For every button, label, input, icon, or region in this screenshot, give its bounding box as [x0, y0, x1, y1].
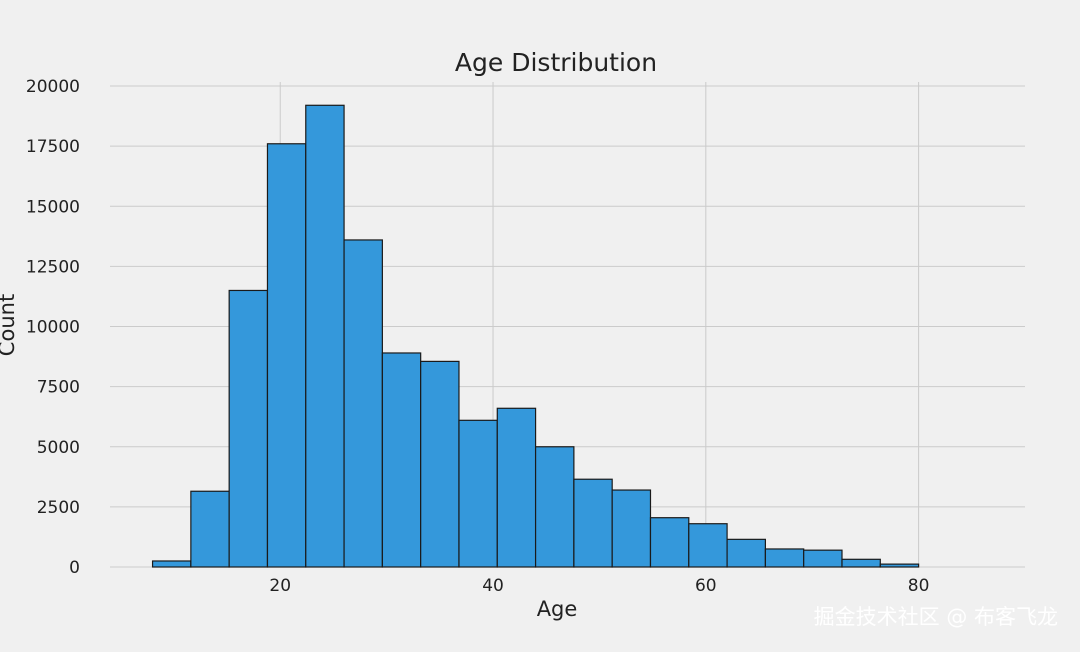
- tick-labels: 0 2500 5000 7500 10000 12500 15000 17500 20000 20…: [26, 77, 930, 596]
- histogram-bar: [841, 558, 881, 568]
- chart-title: Age Distribution: [455, 48, 657, 77]
- x-tick-label: 80: [908, 576, 930, 596]
- histogram-bar: [151, 560, 192, 568]
- histogram-bar: [726, 538, 766, 568]
- y-tick-label: 15000: [26, 197, 80, 217]
- histogram-bar: [305, 104, 345, 568]
- histogram-bar: [534, 446, 575, 568]
- y-tick-label: 5000: [37, 438, 80, 458]
- histogram-bar: [458, 419, 498, 568]
- bars: [151, 104, 920, 568]
- y-tick-label: 20000: [26, 77, 80, 97]
- y-tick-label: 10000: [26, 318, 80, 338]
- y-tick-label: 17500: [26, 137, 80, 157]
- histogram-bar: [266, 143, 307, 568]
- watermark: 掘金技术社区 @ 布客飞龙: [814, 605, 1058, 629]
- histogram-bar: [190, 490, 230, 568]
- histogram-bar: [228, 289, 269, 568]
- histogram-bar: [343, 239, 383, 568]
- y-tick-label: 7500: [37, 378, 80, 398]
- histogram-bar: [381, 352, 422, 568]
- x-tick-label: 40: [482, 576, 504, 596]
- histogram-bar: [573, 478, 613, 568]
- histogram-bar: [496, 407, 537, 568]
- histogram-bar: [764, 548, 805, 568]
- histogram-bar: [420, 360, 460, 568]
- x-axis-label: Age: [537, 597, 578, 621]
- x-tick-label: 60: [695, 576, 717, 596]
- y-tick-label: 2500: [37, 498, 80, 518]
- histogram-bar: [879, 563, 920, 568]
- histogram-bar: [611, 489, 652, 568]
- y-tick-label: 0: [69, 558, 80, 578]
- histogram-bar: [803, 549, 843, 568]
- histogram-bar: [649, 517, 690, 568]
- y-tick-label: 12500: [26, 257, 80, 277]
- y-axis-label: Count: [0, 294, 19, 356]
- x-tick-label: 20: [269, 576, 291, 596]
- histogram-bar: [688, 523, 728, 568]
